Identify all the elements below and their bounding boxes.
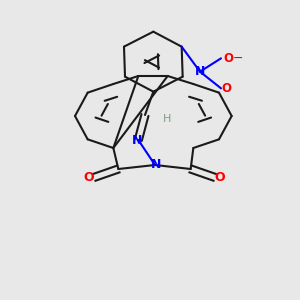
Text: N: N	[132, 134, 142, 146]
Text: O: O	[221, 82, 231, 95]
Text: O: O	[224, 52, 233, 65]
Text: H: H	[163, 114, 172, 124]
Text: N: N	[151, 158, 162, 172]
Text: N: N	[195, 65, 205, 78]
Text: −: −	[232, 52, 243, 65]
Text: O: O	[84, 171, 94, 184]
Text: O: O	[215, 171, 225, 184]
